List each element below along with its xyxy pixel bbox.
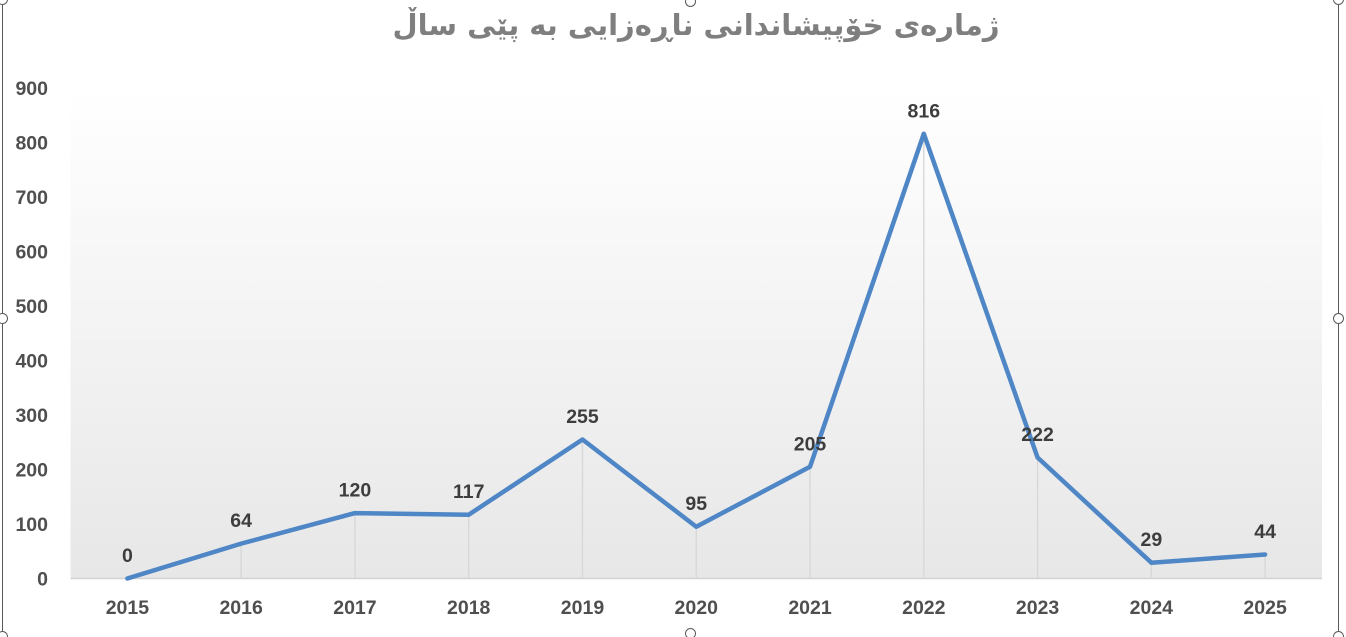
series-line[interactable]	[125, 131, 1268, 581]
resize-handle-middle-right[interactable]	[1333, 312, 1344, 324]
plot-area[interactable]	[70, 88, 1323, 579]
data-label[interactable]: 117	[453, 481, 484, 503]
x-tick-label[interactable]: 2020	[675, 597, 719, 619]
y-tick-label[interactable]: 0	[37, 569, 48, 591]
chart-title[interactable]: ژمارەی خۆپیشاندانی ناڕەزایی به پێی ساڵ	[392, 8, 1000, 42]
resize-handle-bottom-center[interactable]	[684, 628, 696, 637]
data-label[interactable]: 95	[685, 493, 707, 515]
x-tick-label[interactable]: 2018	[447, 597, 491, 619]
data-label[interactable]: 255	[566, 406, 599, 428]
x-tick-label[interactable]: 2023	[1016, 597, 1060, 619]
y-tick-label[interactable]: 500	[15, 296, 48, 318]
x-tick-label[interactable]: 2015	[106, 597, 150, 619]
resize-handle-bottom-right[interactable]	[1333, 631, 1344, 637]
data-label[interactable]: 44	[1254, 521, 1276, 543]
y-tick-label[interactable]: 100	[15, 514, 48, 536]
resize-handle-bottom-left[interactable]	[0, 631, 8, 637]
x-tick-label[interactable]: 2019	[561, 597, 605, 619]
resize-handle-middle-left[interactable]	[0, 312, 8, 324]
y-tick-label[interactable]: 600	[15, 242, 48, 264]
x-tick-label[interactable]: 2022	[902, 597, 946, 619]
x-tick-label[interactable]: 2021	[788, 597, 832, 619]
x-tick-label[interactable]: 2024	[1130, 597, 1174, 619]
data-label[interactable]: 120	[339, 480, 372, 502]
y-tick-label[interactable]: 400	[15, 351, 48, 373]
data-label[interactable]: 205	[794, 433, 827, 455]
y-tick-label[interactable]: 300	[15, 405, 48, 427]
resize-handle-top-center[interactable]	[684, 0, 696, 7]
data-label[interactable]: 0	[122, 545, 133, 567]
y-tick-label[interactable]: 200	[15, 460, 48, 482]
data-label[interactable]: 816	[908, 100, 941, 122]
y-tick-label[interactable]: 800	[15, 133, 48, 155]
x-tick-label[interactable]: 2017	[333, 597, 376, 619]
y-tick-label[interactable]: 700	[15, 187, 48, 209]
x-tick-label[interactable]: 2025	[1243, 597, 1287, 619]
data-label[interactable]: 64	[230, 510, 252, 532]
y-tick-label[interactable]: 900	[15, 78, 48, 100]
data-label[interactable]: 29	[1140, 529, 1162, 551]
x-tick-label[interactable]: 2016	[219, 597, 263, 619]
data-label[interactable]: 222	[1021, 424, 1054, 446]
